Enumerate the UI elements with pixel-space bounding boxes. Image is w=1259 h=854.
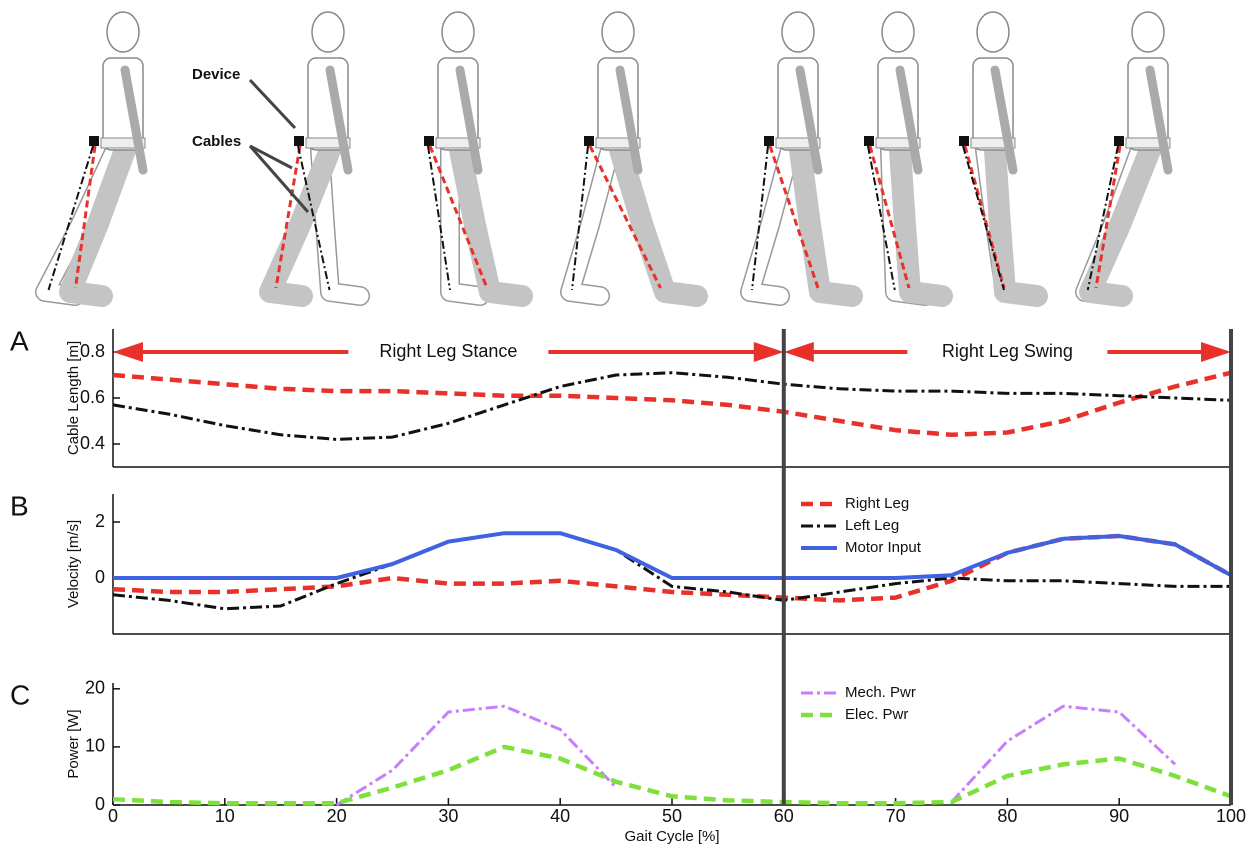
panel-label: C <box>10 679 30 710</box>
walker <box>270 12 360 296</box>
legend-label: Motor Input <box>845 539 922 556</box>
arrow <box>250 146 308 212</box>
walker <box>45 12 145 296</box>
arrow-head <box>754 342 784 362</box>
y-axis-title: Power [W] <box>65 709 82 778</box>
front-leg <box>460 150 522 296</box>
device <box>959 136 969 146</box>
x-tick-label: 90 <box>1109 806 1129 826</box>
x-tick-label: 50 <box>662 806 682 826</box>
walking-figures <box>45 12 1170 296</box>
front-leg <box>1090 150 1150 296</box>
x-axis-title: Gait Cycle [%] <box>624 828 719 845</box>
x-tick-label: 10 <box>215 806 235 826</box>
x-tick-label: 30 <box>438 806 458 826</box>
span-label: Right Leg Swing <box>942 341 1073 361</box>
span-label: Right Leg Stance <box>379 341 517 361</box>
walker <box>1085 12 1170 296</box>
head <box>442 12 474 52</box>
series-line <box>337 706 1176 805</box>
x-tick-label: 0 <box>108 806 118 826</box>
x-tick-label: 70 <box>886 806 906 826</box>
head <box>882 12 914 52</box>
walker <box>570 12 697 296</box>
head <box>107 12 139 52</box>
head <box>977 12 1009 52</box>
legend-label: Elec. Pwr <box>845 706 908 723</box>
legend-label: Left Leg <box>845 517 899 534</box>
x-tick-label: 80 <box>997 806 1017 826</box>
back-leg-fill <box>570 150 610 296</box>
walker <box>750 12 852 296</box>
x-tick-label: 40 <box>550 806 570 826</box>
arrow <box>250 80 295 128</box>
device <box>89 136 99 146</box>
panel-label: A <box>10 325 29 356</box>
x-tick-label: 20 <box>327 806 347 826</box>
y-tick-label: 0.6 <box>80 387 105 407</box>
series-line <box>113 536 1231 600</box>
head <box>602 12 634 52</box>
legend-label: Right Leg <box>845 495 909 512</box>
arrow-head <box>784 342 814 362</box>
x-tick-label: 100 <box>1216 806 1246 826</box>
y-tick-label: 0.4 <box>80 433 105 453</box>
device <box>864 136 874 146</box>
arrow-head <box>113 342 143 362</box>
y-tick-label: 0 <box>95 794 105 814</box>
head <box>1132 12 1164 52</box>
legend-label: Mech. Pwr <box>845 684 916 701</box>
figure: Device Cables ACable Length [m]0.40.60.8… <box>0 0 1259 854</box>
page: Device Cables ACable Length [m]0.40.60.8… <box>0 0 1259 854</box>
device <box>424 136 434 146</box>
y-tick-label: 2 <box>95 511 105 531</box>
y-tick-label: 20 <box>85 678 105 698</box>
series-line <box>113 373 1231 440</box>
arrow <box>250 146 292 168</box>
series-line <box>113 747 1231 803</box>
panel-label: B <box>10 490 29 521</box>
front-leg <box>620 150 697 296</box>
head <box>312 12 344 52</box>
device <box>294 136 304 146</box>
device-label: Device <box>192 66 240 83</box>
y-tick-label: 10 <box>85 736 105 756</box>
walker <box>959 12 1037 296</box>
arrow-head <box>1201 342 1231 362</box>
series-line <box>113 533 1231 578</box>
cables-label: Cables <box>192 133 241 150</box>
series-line <box>113 373 1231 435</box>
walker <box>864 12 942 296</box>
y-axis-title: Velocity [m/s] <box>65 520 82 608</box>
device <box>764 136 774 146</box>
x-tick-label: 60 <box>774 806 794 826</box>
walker <box>424 12 522 296</box>
back-leg-fill <box>750 150 790 296</box>
device <box>1114 136 1124 146</box>
device <box>584 136 594 146</box>
y-tick-label: 0 <box>95 567 105 587</box>
front-leg <box>800 150 852 296</box>
series-line <box>113 533 1231 609</box>
y-tick-label: 0.8 <box>80 341 105 361</box>
head <box>782 12 814 52</box>
